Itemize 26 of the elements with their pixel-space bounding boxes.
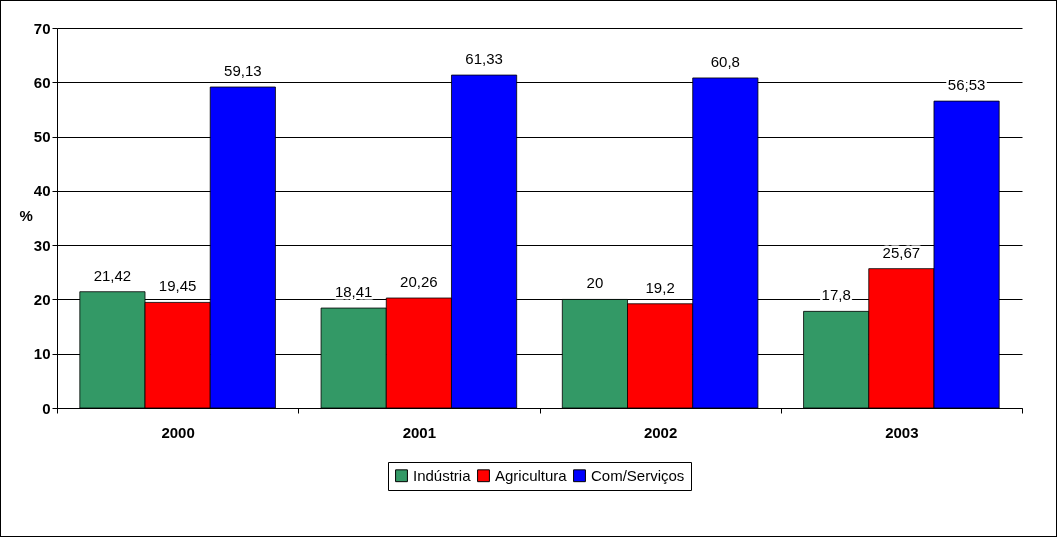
data-label: 60,8: [710, 52, 740, 70]
data-label: 61,33: [465, 50, 503, 68]
y-tick-label: 20: [33, 290, 51, 308]
x-tick-label: 2003: [885, 423, 919, 441]
y-axis-title: %: [19, 206, 33, 224]
data-label: 19,45: [158, 277, 197, 295]
y-tick-label: 60: [33, 73, 51, 91]
x-tick-label: 2002: [643, 423, 678, 441]
data-label: 20,26: [400, 273, 438, 291]
y-tick-label: 70: [33, 19, 51, 37]
x-tick-label: 2000: [161, 423, 195, 441]
data-label: 59,13: [224, 62, 262, 80]
data-label: 19,2: [645, 278, 675, 296]
x-tick-label: 2001: [402, 423, 437, 441]
data-label: 25,67: [882, 243, 921, 261]
data-label: 18,41: [334, 283, 373, 301]
y-tick-label: 30: [33, 236, 51, 254]
data-label: 20: [586, 274, 604, 292]
legend-label: Indústria: [413, 466, 472, 484]
y-tick-label: 0: [42, 399, 51, 417]
data-label: 21,42: [93, 266, 132, 284]
y-tick-label: 50: [33, 128, 51, 146]
legend-label: Com/Serviços: [591, 466, 685, 484]
y-tick-label: 10: [33, 345, 51, 363]
y-tick-label: 40: [33, 182, 51, 200]
legend-label: Agricultura: [495, 466, 568, 484]
